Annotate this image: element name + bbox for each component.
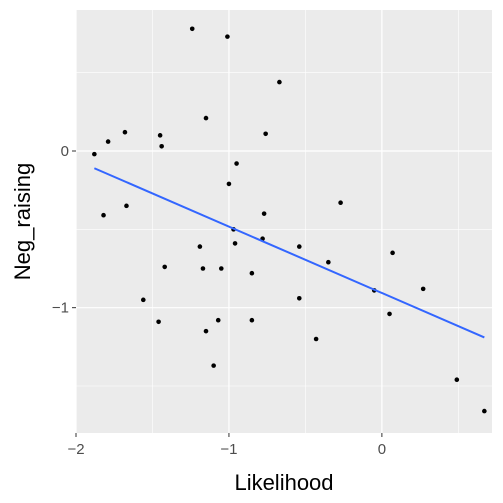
y-tick-label: 0 [61, 143, 69, 160]
data-point [296, 295, 302, 301]
data-point [313, 336, 319, 342]
trend-line [93, 167, 485, 339]
data-point [226, 181, 232, 187]
y-axis-title: Neg_raising [10, 163, 35, 280]
data-point [156, 319, 161, 325]
data-point [211, 363, 216, 368]
x-tick-label: −1 [220, 441, 237, 458]
data-point [420, 286, 426, 292]
data-point [203, 115, 209, 121]
data-point [92, 151, 97, 157]
data-point [249, 317, 255, 323]
data-point [234, 161, 239, 166]
data-point [454, 377, 460, 383]
data-point [157, 133, 163, 138]
data-point [263, 131, 268, 137]
data-point [162, 264, 168, 270]
data-point [140, 297, 146, 303]
major-grid [75, 10, 492, 433]
data-point [200, 266, 206, 271]
data-point [232, 241, 238, 246]
data-point [261, 211, 267, 216]
minor-grid [76, 10, 492, 433]
x-tick-label: −2 [67, 441, 84, 458]
data-points [92, 26, 487, 414]
data-point [122, 129, 128, 135]
data-point [277, 79, 282, 85]
data-point [105, 139, 111, 144]
data-point [189, 26, 195, 32]
data-point [225, 34, 230, 39]
data-point [338, 200, 343, 205]
x-tick-label: 0 [378, 441, 386, 458]
x-axis-title: Likelihood [234, 470, 333, 495]
data-point [249, 270, 255, 276]
y-axis-ticks: −1 0 [52, 143, 76, 317]
plot-panel [76, 10, 492, 433]
data-point [218, 266, 224, 271]
data-point [101, 212, 106, 218]
y-tick-label: −1 [52, 300, 69, 317]
data-point [482, 408, 487, 414]
data-point [215, 317, 221, 323]
data-point [159, 144, 164, 149]
data-point [296, 244, 302, 249]
data-point [203, 328, 209, 334]
data-point [387, 311, 392, 317]
data-point [197, 244, 203, 249]
data-point [124, 203, 129, 209]
data-point [390, 250, 395, 256]
data-point [326, 259, 331, 265]
x-axis-ticks: −2 −1 0 [67, 433, 386, 458]
